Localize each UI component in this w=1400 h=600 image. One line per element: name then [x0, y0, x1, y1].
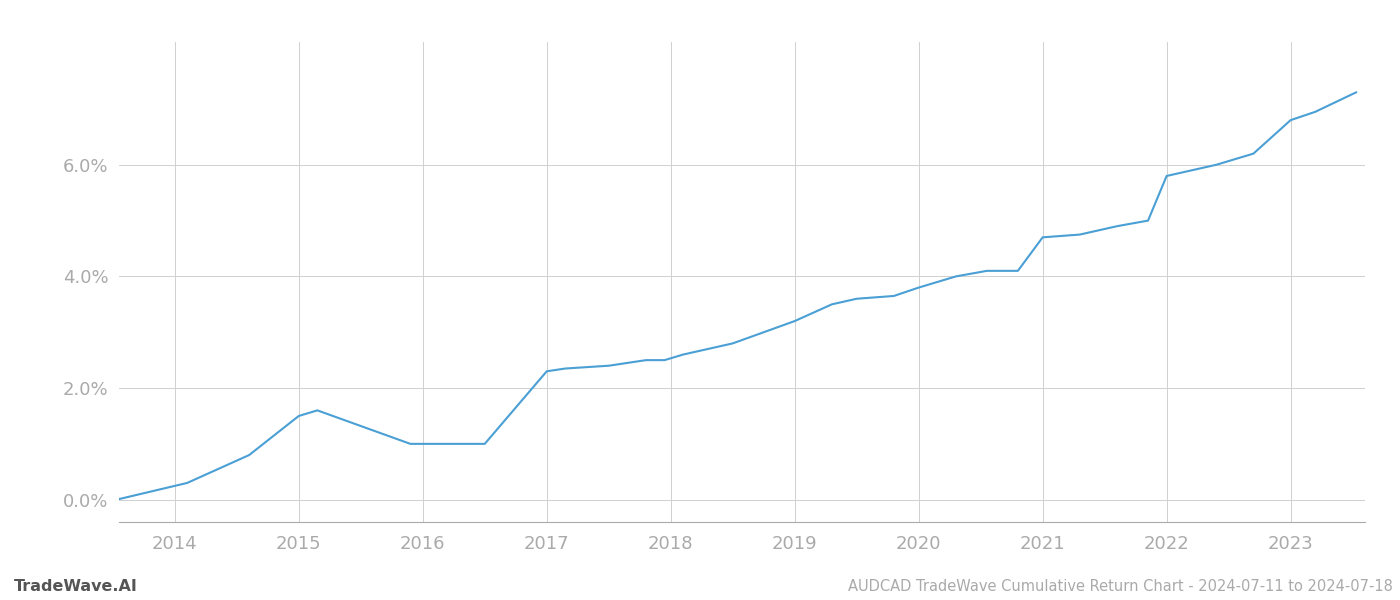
Text: AUDCAD TradeWave Cumulative Return Chart - 2024-07-11 to 2024-07-18: AUDCAD TradeWave Cumulative Return Chart… [848, 579, 1393, 594]
Text: TradeWave.AI: TradeWave.AI [14, 579, 137, 594]
